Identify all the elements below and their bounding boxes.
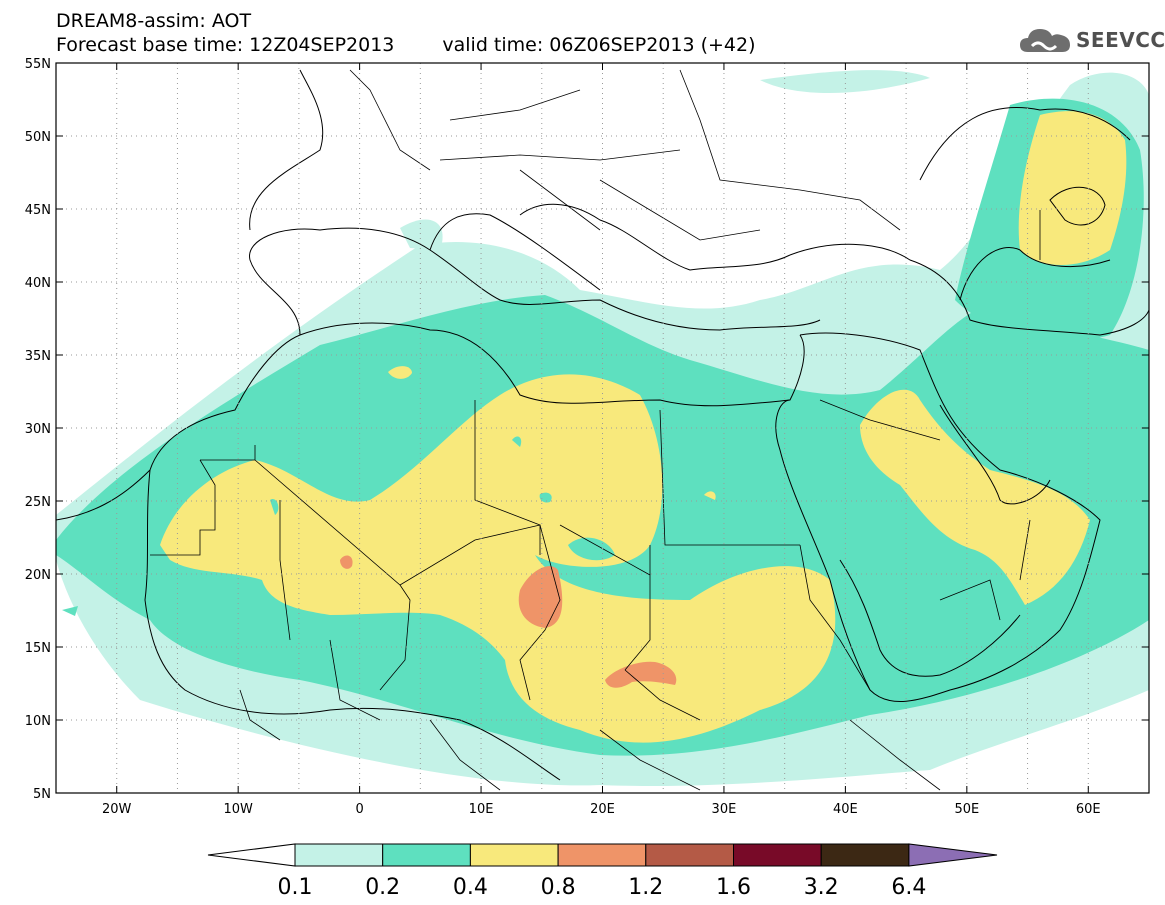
lon-tick-label: 40E (833, 802, 858, 817)
colorbar-label: 1.6 (716, 875, 751, 900)
colorbar-swatch (382, 843, 471, 867)
lat-tick-label: 50N (25, 130, 51, 145)
colorbar-label: 1.2 (628, 875, 663, 900)
colorbar-label: 3.2 (804, 875, 839, 900)
colorbar-swatch (557, 843, 647, 867)
latitude-labels: 5N 10N 15N 20N 25N 30N 35N 40N 45N 50N 55N (25, 57, 51, 802)
lon-tick-label: 10E (469, 802, 494, 817)
coastlines (56, 69, 1149, 781)
colorbar-swatch (645, 843, 734, 867)
cloud-icon (1020, 29, 1070, 52)
colorbar-swatch (820, 843, 910, 867)
map-grid (56, 63, 1149, 793)
logo-text: SEEVCCC (1076, 28, 1165, 52)
axis-ticks (56, 62, 1149, 794)
seevccc-logo: SEEVCCC (1018, 24, 1165, 56)
colorbar-label: 0.4 (453, 875, 488, 900)
colorbar-swatch (733, 843, 822, 867)
colorbar-label: 0.8 (541, 875, 576, 900)
lat-tick-label: 35N (25, 349, 51, 364)
lon-tick-label: 30E (712, 802, 737, 817)
lat-tick-label: 40N (25, 276, 51, 291)
lon-tick-label: 20E (590, 802, 615, 817)
forecast-base-time: Forecast base time: 12Z04SEP2013 (56, 34, 395, 56)
lat-tick-label: 45N (25, 203, 51, 218)
lon-tick-label: 60E (1076, 802, 1101, 817)
lat-tick-label: 20N (25, 568, 51, 583)
colorbar-arrow-low (207, 843, 296, 867)
colorbar-swatch (469, 843, 559, 867)
lat-tick-label: 30N (25, 422, 51, 437)
colorbar-label: 6.4 (891, 875, 926, 900)
valid-time: valid time: 06Z06SEP2013 (+42) (442, 34, 756, 56)
country-borders (150, 69, 1041, 791)
lat-tick-label: 25N (25, 495, 51, 510)
lon-tick-label: 50E (954, 802, 979, 817)
colorbar-swatch (294, 843, 384, 867)
lat-tick-label: 10N (25, 714, 51, 729)
lon-tick-label: 10W (223, 802, 253, 817)
lon-tick-label: 0 (355, 802, 363, 817)
aot-contour-0.4 (160, 374, 836, 743)
title-line-2: Forecast base time: 12Z04SEP2013 valid ti… (56, 34, 756, 56)
lat-tick-label: 15N (25, 641, 51, 656)
lat-tick-label: 55N (25, 57, 51, 72)
lon-tick-label: 20W (102, 802, 132, 817)
colorbar-arrow-high (908, 843, 998, 867)
colorbar-label: 0.2 (365, 875, 400, 900)
longitude-labels: 20W 10W 0 10E 20E 30E 40E 50E 60E (102, 802, 1101, 817)
colorbar-label: 0.1 (278, 875, 313, 900)
lat-tick-label: 5N (33, 787, 51, 802)
title-line-1: DREAM8-assim: AOT (56, 10, 252, 32)
aot-contour-0.8 (518, 566, 563, 628)
